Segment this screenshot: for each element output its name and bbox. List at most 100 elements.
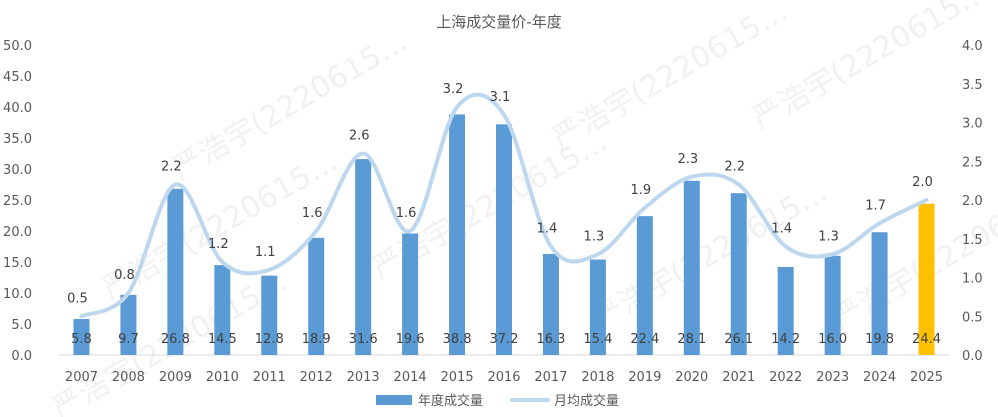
- x-axis-tick-labels: 2007 2008 2009 2010 2011 2012 2013 2014 2015 2016…: [65, 370, 943, 385]
- left-y-tick-label: 30.0: [3, 163, 32, 178]
- left-y-tick-label: 50.0: [3, 39, 32, 54]
- line-series: [79, 92, 929, 319]
- bar-data-label: 38.8: [443, 332, 472, 347]
- left-y-tick-label: 25.0: [3, 194, 32, 209]
- bar-2017: [542, 253, 559, 355]
- bar-2022: [777, 266, 794, 355]
- right-y-tick-label: 1.0: [962, 272, 983, 287]
- bar-data-label: 24.4: [912, 332, 941, 347]
- bar-data-label: 16.0: [818, 332, 847, 347]
- bar-data-label: 28.1: [677, 332, 706, 347]
- right-y-tick-label: 2.0: [962, 194, 983, 209]
- right-y-tick-label: 2.5: [962, 155, 983, 170]
- right-y-tick-label: 0.5: [962, 310, 983, 325]
- legend: 年度成交量 月均成交量: [376, 393, 619, 409]
- x-tick-label: 2017: [534, 370, 567, 385]
- bar-data-label: 37.2: [490, 332, 519, 347]
- legend-bar-label: 年度成交量: [418, 393, 483, 409]
- x-tick-label: 2014: [394, 370, 427, 385]
- bar-data-label: 19.8: [865, 332, 894, 347]
- bar-2008: [120, 294, 137, 355]
- bar-data-label: 19.6: [396, 332, 425, 347]
- x-tick-label: 2025: [910, 370, 943, 385]
- line-data-label: 3.1: [490, 90, 511, 105]
- chart-title: 上海成交量价-年度: [436, 13, 561, 31]
- bar-data-labels: 5.8 9.7 26.8 14.5 12.8 18.9 31.6 19.6 38.8 37.2 16…: [71, 332, 941, 347]
- bar-series: [73, 114, 935, 355]
- x-tick-label: 2018: [581, 370, 614, 385]
- x-tick-label: 2022: [769, 370, 802, 385]
- bar-data-label: 12.8: [255, 332, 284, 347]
- bar-2013: [355, 159, 372, 355]
- line-data-label: 1.4: [771, 222, 792, 237]
- x-tick-label: 2016: [487, 370, 520, 385]
- right-y-axis: 0.0 0.5 1.0 1.5 2.0 2.5 3.0 3.5 4.0: [962, 39, 983, 364]
- watermark-layer: 严浩宇(2220615… 严浩宇(2220615…严浩宇(2220615…严浩宇(…: [47, 0, 998, 417]
- left-y-tick-label: 0.0: [11, 349, 32, 364]
- bar-2021: [730, 193, 747, 355]
- bar-2020: [683, 180, 700, 355]
- line-data-label: 2.0: [912, 175, 933, 190]
- line-data-label: 1.9: [630, 183, 651, 198]
- line-data-label: 1.6: [302, 206, 323, 221]
- line-data-label: 0.8: [114, 268, 135, 283]
- bar-data-label: 31.6: [349, 332, 378, 347]
- x-tick-label: 2015: [441, 370, 474, 385]
- bar-2010: [214, 265, 231, 355]
- watermark-text: 严浩宇(2220615…: [587, 174, 834, 337]
- x-tick-label: 2011: [253, 370, 286, 385]
- line-data-label: 1.7: [865, 198, 886, 213]
- bar-2018: [589, 259, 606, 355]
- x-tick-label: 2024: [863, 370, 896, 385]
- left-y-tick-label: 5.0: [11, 318, 32, 333]
- right-y-tick-label: 4.0: [962, 39, 983, 54]
- bar-data-label: 26.1: [724, 332, 753, 347]
- left-y-tick-label: 45.0: [3, 70, 32, 85]
- right-y-tick-label: 0.0: [962, 349, 983, 364]
- x-tick-label: 2007: [65, 370, 98, 385]
- bar-data-label: 9.7: [118, 332, 139, 347]
- watermark-text: 严浩宇(2220615…: [167, 24, 414, 187]
- line-data-label: 2.6: [349, 129, 370, 144]
- watermark-text: 严浩宇(2220615…: [547, 0, 794, 157]
- line-data-label: 2.3: [677, 152, 698, 167]
- bar-data-label: 22.4: [630, 332, 659, 347]
- right-y-tick-label: 3.0: [962, 117, 983, 132]
- legend-bar-swatch: [376, 395, 412, 405]
- legend-line-label: 月均成交量: [554, 393, 619, 409]
- left-y-axis: 0.0 5.0 10.0 15.0 20.0 25.0 30.0 35.0 40.0 45.0 50…: [3, 39, 32, 364]
- bar-data-label: 26.8: [161, 332, 190, 347]
- left-y-tick-label: 20.0: [3, 225, 32, 240]
- bar-2019: [636, 216, 653, 355]
- x-tick-label: 2023: [816, 370, 849, 385]
- left-y-tick-label: 15.0: [3, 256, 32, 271]
- bar-2014: [402, 233, 419, 355]
- bar-data-label: 16.3: [536, 332, 565, 347]
- x-tick-label: 2012: [300, 370, 333, 385]
- line-data-label: 1.3: [584, 229, 605, 244]
- bar-2023: [824, 255, 841, 355]
- bar-2009: [167, 188, 184, 355]
- line-data-label: 2.2: [724, 160, 745, 175]
- x-tick-label: 2013: [347, 370, 380, 385]
- line-data-label: 1.4: [537, 222, 558, 237]
- bar-2011: [261, 275, 278, 355]
- x-tick-label: 2010: [206, 370, 239, 385]
- bar-2025: [918, 203, 935, 355]
- line-data-label: 1.3: [818, 229, 839, 244]
- x-tick-label: 2021: [722, 370, 755, 385]
- bar-2024: [871, 232, 888, 355]
- line-data-labels: 0.5 0.8 2.2 1.2 1.1 1.6 2.6 1.6 3.2 3.1 1.4 1.3 1.9 2…: [67, 82, 933, 306]
- line-data-label: 3.2: [443, 82, 464, 97]
- line-data-label: 1.6: [396, 206, 417, 221]
- left-y-tick-label: 40.0: [3, 101, 32, 116]
- line-data-label: 1.2: [208, 237, 229, 252]
- right-y-tick-label: 3.5: [962, 78, 983, 93]
- bar-2012: [308, 237, 325, 355]
- bar-data-label: 5.8: [71, 332, 92, 347]
- bar-data-label: 15.4: [583, 332, 612, 347]
- left-y-tick-label: 10.0: [3, 287, 32, 302]
- bar-data-label: 18.9: [302, 332, 331, 347]
